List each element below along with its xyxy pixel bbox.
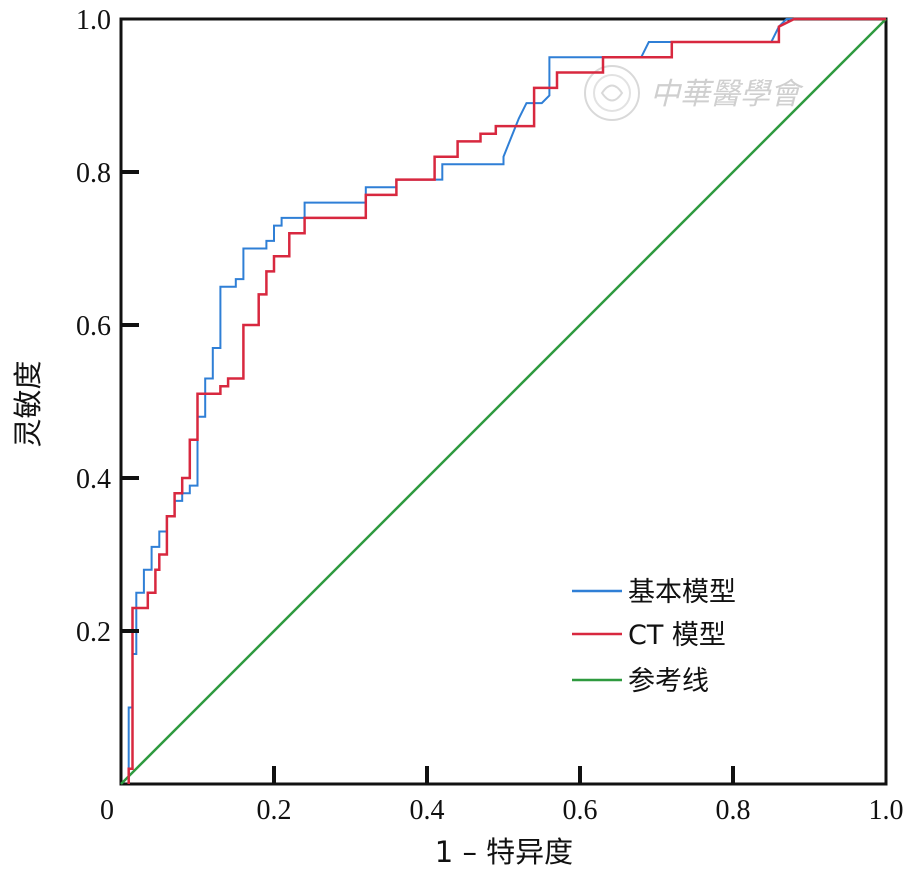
y-tick-label: 0.4 [76, 464, 111, 495]
x-axis: 0 0.2 0.4 0.6 0.8 1.0 [100, 766, 904, 826]
y-tick-label: 0.8 [76, 158, 111, 189]
series-line-reference [120, 18, 887, 785]
x-tick-label: 0 [100, 795, 114, 826]
y-tick-label: 0.2 [76, 617, 111, 648]
legend-label-ct-model: CT 模型 [628, 620, 726, 651]
series-line-ct-model [127, 17, 886, 784]
x-tick-label: 0.6 [563, 795, 598, 826]
y-axis: 0.2 0.4 0.6 0.8 1.0 [76, 5, 139, 648]
x-tick-label: 0.2 [257, 795, 292, 826]
y-tick-label: 1.0 [76, 5, 111, 36]
x-tick-label: 0.4 [410, 795, 445, 826]
watermark-seal-mark [600, 84, 624, 102]
legend: 基本模型 CT 模型 参考线 [572, 577, 736, 697]
legend-label-reference: 参考线 [628, 666, 709, 697]
watermark-seal-outer [584, 65, 640, 121]
x-axis-title: 1 – 特异度 [435, 835, 573, 869]
plot-frame [119, 17, 888, 786]
y-axis-title: 灵敏度 [11, 360, 45, 447]
series-layer [120, 17, 887, 785]
plot-border [119, 17, 888, 786]
x-tick-label: 1.0 [869, 795, 904, 826]
legend-label-basic-model: 基本模型 [628, 577, 736, 608]
watermark-text: 中華醫學會 [650, 77, 804, 112]
series-line-basic-model [127, 18, 886, 784]
x-tick-label: 0.8 [716, 795, 751, 826]
watermark-seal-inner [593, 74, 631, 112]
y-tick-label: 0.6 [76, 311, 111, 342]
watermark-logo: 中華醫學會 [584, 65, 804, 121]
